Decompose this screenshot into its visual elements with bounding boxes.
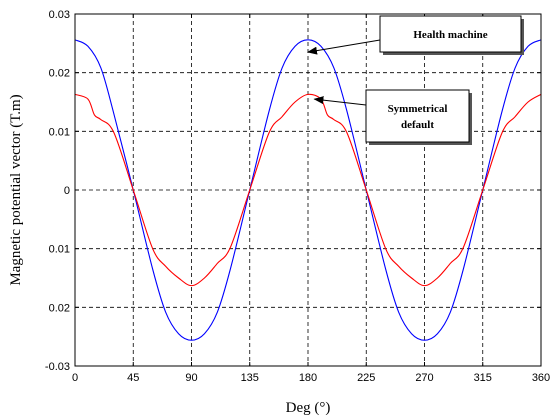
grid — [75, 14, 541, 366]
series-line-symmetrical-default — [74, 93, 542, 287]
y-tick-label: 0.01 — [49, 244, 70, 256]
annotation-text-symmetrical-default: default — [401, 119, 434, 131]
x-tick-label: 45 — [127, 372, 139, 384]
y-tick-label: 0.02 — [49, 302, 70, 314]
x-tick-label: 270 — [415, 372, 433, 384]
y-tick-label: 0.02 — [49, 68, 70, 80]
annotation-arrow-health-machine — [307, 39, 381, 55]
x-tick-label: 90 — [185, 372, 197, 384]
x-axis-label: Deg (°) — [286, 400, 331, 416]
annotation-text-health-machine: Health machine — [413, 29, 487, 41]
series-line-health-machine — [74, 39, 542, 341]
y-tick-label: 0.03 — [49, 9, 70, 21]
x-tick-label: 135 — [241, 372, 259, 384]
annotation-text-symmetrical-default: Symmetrical — [388, 103, 448, 115]
annotation-box-symmetrical-default — [365, 89, 470, 143]
series-layer — [74, 39, 542, 341]
y-axis-label: Magnetic potential vector (T.m) — [8, 94, 24, 285]
x-tick-label: 225 — [357, 372, 375, 384]
annotation-arrow-symmetrical-default — [313, 96, 367, 106]
x-tick-label: 360 — [532, 372, 550, 384]
tick-layer: 0 45 90 135 180 225 270 315 360 0.03 0.02 0.01 0 0.01… — [45, 9, 550, 384]
x-tick-label: 315 — [474, 372, 492, 384]
annotation-layer: Health machine Symmetrical default — [307, 15, 524, 145]
y-tick-label: 0 — [64, 185, 70, 197]
y-tick-label: 0.01 — [49, 126, 70, 138]
y-tick-label: -0.03 — [45, 361, 70, 373]
x-tick-label: 180 — [299, 372, 317, 384]
annotation-box-health-machine — [379, 15, 522, 53]
x-tick-label: 0 — [72, 372, 78, 384]
